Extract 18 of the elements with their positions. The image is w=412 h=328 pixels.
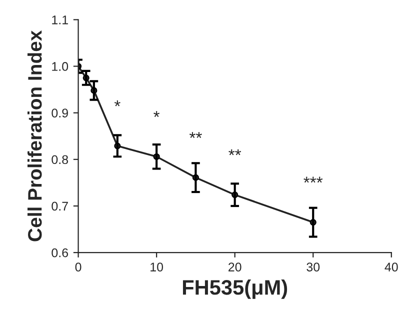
annotation: ** [228,149,242,156]
x-tick-label: 10 [150,262,164,272]
x-tick-label: 40 [384,262,398,272]
y-tick-label: 1.0 [52,62,68,71]
y-axis-title: Cell Proliferation Index [28,30,42,242]
annotation: * [154,111,160,117]
x-tick-label: 0 [75,262,82,272]
y-tick-label: 1.1 [52,16,68,24]
annotation: ** [189,132,202,138]
y-tick-label: 0.8 [52,155,68,164]
x-tick-label: 30 [306,262,320,272]
x-axis-title: FH535(μM) [182,279,288,299]
annotation: *** [304,176,323,183]
y-tick-label: 0.9 [52,108,68,118]
annotation: * [114,100,120,106]
y-tick-label: 0.6 [52,248,68,258]
y-tick-label: 0.7 [52,202,68,211]
x-tick-label: 20 [228,262,242,272]
